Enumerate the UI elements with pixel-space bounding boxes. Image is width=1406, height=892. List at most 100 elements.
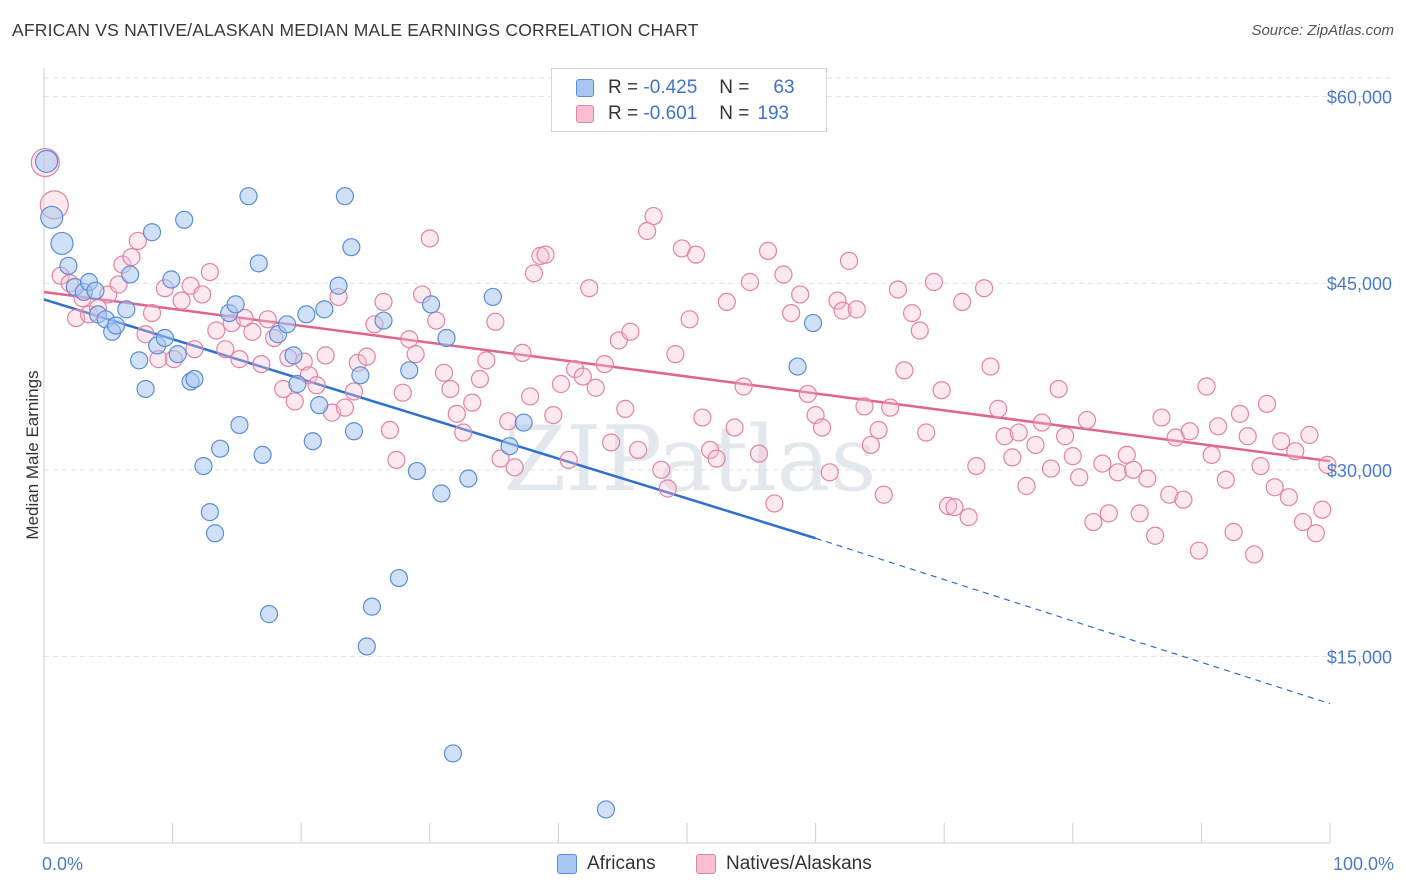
natives-point [573, 367, 592, 386]
natives-point [454, 423, 473, 442]
natives-point [1251, 456, 1270, 476]
natives-point [981, 357, 1000, 376]
natives-point [447, 404, 466, 423]
natives-point [1230, 404, 1250, 423]
natives-point [1063, 447, 1082, 466]
natives-point [974, 279, 994, 298]
natives-point [1257, 394, 1277, 414]
africans-point [459, 469, 478, 488]
legend: R = -0.425 N = 63 R = -0.601 N = 193 [551, 68, 827, 132]
natives-point [812, 418, 832, 437]
natives-point [128, 231, 147, 251]
africans-point [226, 295, 245, 314]
natives-point [142, 303, 162, 323]
africans-point [168, 345, 187, 364]
natives-point [544, 405, 563, 425]
natives-point [1272, 432, 1291, 451]
natives-point [644, 206, 663, 226]
natives-point [820, 463, 839, 482]
africans-trend-extension [815, 537, 1331, 705]
natives-point [861, 435, 880, 455]
natives-point [243, 322, 262, 341]
natives-point [1093, 454, 1112, 473]
africans-point [249, 254, 268, 273]
natives-point [380, 420, 400, 440]
natives-points [30, 147, 1337, 564]
natives-point [774, 265, 793, 284]
natives-label: Natives/Alaskans [726, 853, 872, 874]
africans-point [175, 210, 194, 229]
chart-title: AFRICAN VS NATIVE/ALASKAN MEDIAN MALE EA… [12, 20, 699, 40]
africans-point [500, 437, 519, 456]
natives-point [1286, 442, 1305, 461]
natives-point [1197, 377, 1216, 396]
natives-point [172, 291, 191, 310]
natives-point [586, 378, 605, 397]
natives-point [717, 292, 736, 312]
natives-point [595, 354, 614, 374]
africans-point [421, 295, 441, 314]
natives-point [1189, 541, 1208, 560]
natives-point [924, 272, 944, 292]
natives-point [1318, 455, 1337, 474]
natives-point [666, 345, 685, 364]
bottom-legend-natives: Natives/Alaskans [696, 851, 872, 877]
africans-point [344, 422, 364, 441]
africans-point [362, 597, 382, 616]
legend-n-value: 193 [757, 103, 790, 124]
natives-point [602, 433, 621, 452]
natives-point [1070, 468, 1089, 487]
natives-point [1055, 427, 1075, 446]
natives-point [1160, 485, 1179, 504]
natives-trend-line [43, 290, 1331, 463]
natives-point [252, 354, 271, 374]
africans-point [121, 265, 140, 284]
natives-point [185, 340, 204, 359]
natives-point [686, 245, 706, 264]
africans-point [277, 315, 297, 334]
natives-point [707, 449, 726, 468]
africans-point [200, 503, 219, 522]
natives-point [798, 384, 817, 404]
natives-point [734, 377, 753, 396]
natives-point [207, 321, 226, 340]
natives-point [881, 398, 900, 417]
natives-point [888, 280, 908, 299]
natives-point [1017, 476, 1036, 496]
africans-point [357, 637, 376, 656]
africans-point [34, 149, 59, 173]
natives-point [1138, 469, 1157, 488]
natives-point [953, 292, 972, 312]
bottom-legend-africans: Africans [557, 851, 656, 877]
legend-n-label: N = [719, 103, 750, 124]
natives-point [758, 241, 778, 261]
natives-point [749, 444, 769, 463]
africans-point [400, 361, 419, 380]
natives-point [874, 485, 893, 504]
natives-point [1032, 413, 1052, 432]
natives-point [1124, 460, 1143, 479]
natives-point [230, 350, 249, 369]
africans-point [205, 524, 225, 543]
natives-point [1009, 423, 1028, 442]
legend-n-value: 63 [773, 77, 795, 98]
natives-point [869, 420, 888, 440]
africans-swatch [576, 79, 594, 97]
natives-point [828, 291, 847, 310]
natives-point [193, 285, 212, 304]
natives-point [833, 301, 852, 320]
natives-point [1300, 425, 1319, 445]
natives-point [1130, 504, 1149, 523]
natives-point [491, 449, 510, 468]
africans-points [34, 149, 823, 819]
natives-point [1041, 459, 1061, 478]
natives-point [725, 418, 744, 437]
africans-swatch [557, 854, 577, 874]
natives-point [855, 397, 874, 416]
natives-point [427, 311, 446, 330]
natives-point [307, 376, 326, 395]
africans-point [342, 238, 361, 257]
natives-point [434, 363, 454, 382]
natives-point [895, 361, 914, 380]
